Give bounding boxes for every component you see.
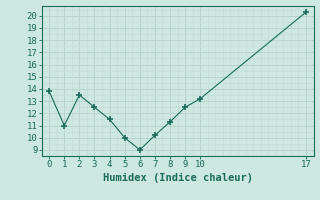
X-axis label: Humidex (Indice chaleur): Humidex (Indice chaleur) <box>103 173 252 183</box>
